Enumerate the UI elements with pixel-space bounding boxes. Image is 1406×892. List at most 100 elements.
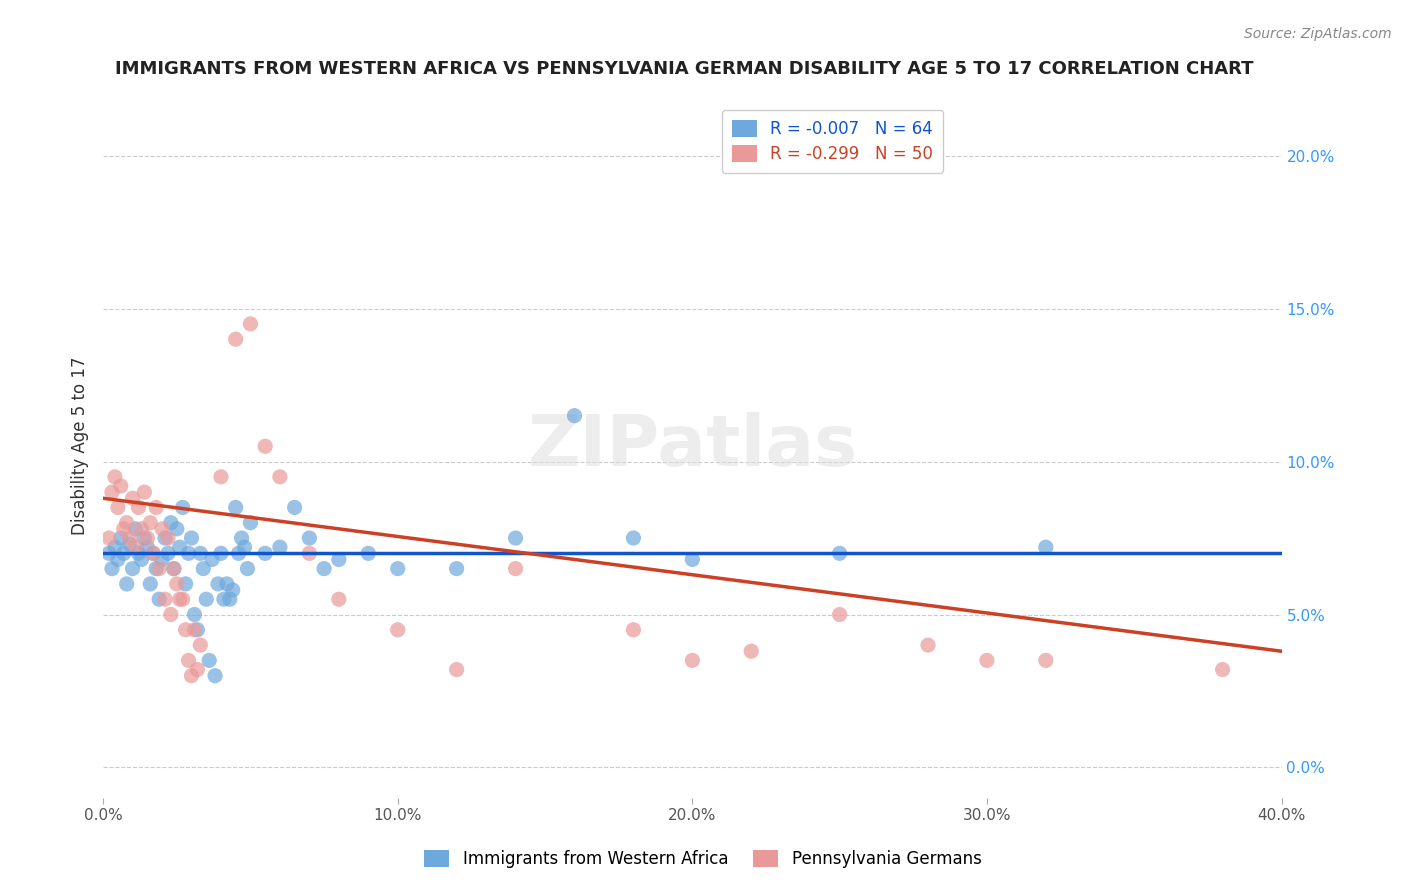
Point [193,561,215,575]
Point [156,546,179,560]
Point [174,577,197,591]
Point [239,317,262,331]
Point [207,577,229,591]
Point [104,470,127,484]
Point [183,623,205,637]
Point [198,653,221,667]
Point [118,531,141,545]
Point [328,552,350,566]
Point [225,332,247,346]
Point [254,439,277,453]
Point [212,592,235,607]
Point [186,663,208,677]
Point [156,531,179,545]
Point [231,531,253,545]
Point [225,500,247,515]
Point [142,546,165,560]
Point [505,561,527,575]
Point [222,582,245,597]
Point [215,577,238,591]
Point [145,500,167,515]
Point [201,552,224,566]
Point [101,561,124,575]
Point [828,607,851,622]
Point [564,409,586,423]
Point [127,500,149,515]
Point [269,470,291,484]
Point [172,592,194,607]
Point [1035,653,1057,667]
Point [139,516,162,530]
Point [188,638,211,652]
Point [124,522,146,536]
Point [134,485,156,500]
Point [112,546,135,560]
Point [828,546,851,560]
Point [188,546,211,560]
Point [228,546,250,560]
Point [209,546,232,560]
Point [121,491,143,506]
Point [183,607,205,622]
Point [145,561,167,575]
Point [1212,663,1234,677]
Point [169,540,191,554]
Point [112,522,135,536]
Point [174,623,197,637]
Point [740,644,762,658]
Point [131,522,153,536]
Point [446,663,468,677]
Point [104,540,127,554]
Point [166,577,188,591]
Point [134,531,156,545]
Point [148,592,170,607]
Point [328,592,350,607]
Point [195,592,218,607]
Point [177,546,200,560]
Point [269,540,291,554]
Point [387,623,409,637]
Point [121,561,143,575]
Point [446,561,468,575]
Point [387,561,409,575]
Text: IMMIGRANTS FROM WESTERN AFRICA VS PENNSYLVANIA GERMAN DISABILITY AGE 5 TO 17 COR: IMMIGRANTS FROM WESTERN AFRICA VS PENNSY… [115,60,1253,78]
Point [312,561,335,575]
Point [284,500,307,515]
Point [623,531,645,545]
Point [681,552,703,566]
Point [142,546,165,560]
Point [98,546,121,560]
Point [107,552,129,566]
Point [98,531,121,545]
Point [623,623,645,637]
Point [148,561,170,575]
Point [505,531,527,545]
Point [150,552,173,566]
Point [127,546,149,560]
Point [166,522,188,536]
Point [298,531,321,545]
Point [254,546,277,560]
Point [163,561,186,575]
Point [357,546,380,560]
Point [124,540,146,554]
Point [233,540,256,554]
Legend: R = -0.007   N = 64, R = -0.299   N = 50: R = -0.007 N = 64, R = -0.299 N = 50 [723,110,943,173]
Y-axis label: Disability Age 5 to 17: Disability Age 5 to 17 [72,357,89,535]
Point [163,561,186,575]
Point [110,531,132,545]
Point [204,669,226,683]
Point [180,669,202,683]
Point [917,638,939,652]
Point [169,592,191,607]
Point [180,531,202,545]
Point [118,537,141,551]
Point [139,577,162,591]
Point [136,540,159,554]
Text: Source: ZipAtlas.com: Source: ZipAtlas.com [1244,27,1392,41]
Point [218,592,240,607]
Point [107,500,129,515]
Legend: Immigrants from Western Africa, Pennsylvania Germans: Immigrants from Western Africa, Pennsylv… [418,843,988,875]
Text: ZIPatlas: ZIPatlas [527,412,858,481]
Point [1035,540,1057,554]
